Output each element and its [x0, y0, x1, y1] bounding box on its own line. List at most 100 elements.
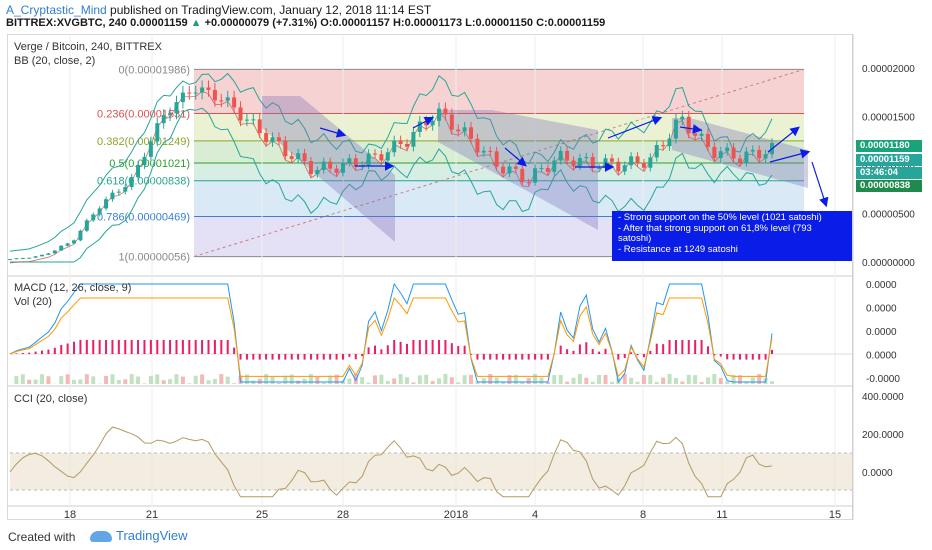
- volume-bar: [577, 374, 582, 384]
- candle-body: [398, 140, 403, 144]
- cci-pane: [9, 426, 852, 498]
- candle-body: [168, 113, 173, 116]
- candle-body: [718, 151, 723, 158]
- volume-bar: [20, 374, 25, 384]
- tradingview-logo[interactable]: TradingView: [90, 528, 188, 543]
- volume-bar: [757, 374, 762, 384]
- x-tick-label: 25: [256, 509, 268, 521]
- candle-body: [238, 107, 243, 121]
- volume-bar: [622, 374, 627, 384]
- candle-body: [616, 161, 621, 172]
- cci-band: [10, 453, 852, 490]
- volume-bar: [430, 381, 435, 384]
- annotation-arrow: [767, 126, 800, 153]
- candle-body: [462, 127, 467, 132]
- candle-body: [200, 87, 205, 93]
- volume-bar: [526, 378, 531, 384]
- volume-bar: [219, 374, 224, 384]
- volume-bar: [680, 381, 685, 384]
- x-tick-label: 15: [829, 509, 841, 521]
- volume-bar: [244, 374, 249, 384]
- volume-bar: [270, 376, 275, 384]
- volume-bar: [667, 374, 672, 384]
- fib-trend-line: [193, 68, 805, 258]
- volume-bar: [379, 374, 384, 384]
- volume-bar: [110, 374, 115, 384]
- candle-body: [91, 214, 96, 221]
- volume-bar: [449, 377, 454, 384]
- change-up-icon: ▲: [190, 17, 202, 29]
- volume-bar: [737, 375, 742, 384]
- x-tick-label: 18: [64, 509, 76, 521]
- volume-bar: [699, 382, 704, 384]
- volume-bar: [116, 380, 121, 384]
- volume-bar: [654, 381, 659, 384]
- candle-body: [405, 143, 410, 147]
- volume-bar: [232, 383, 237, 384]
- volume-bar: [264, 374, 269, 384]
- candle-body: [379, 154, 384, 161]
- x-tick-label: 21: [146, 509, 158, 521]
- volume-bar: [744, 382, 749, 384]
- candle-body: [737, 158, 742, 163]
- x-tick-label: 28: [337, 509, 349, 521]
- candle-body: [174, 102, 179, 114]
- volume-bar: [507, 375, 512, 384]
- bb-upper: [9, 72, 773, 252]
- volume-bar: [641, 374, 646, 384]
- candle-body: [27, 257, 32, 259]
- candle-body: [353, 158, 358, 167]
- fibonacci-retracement[interactable]: 0(0.00001986) 0.236(0.00001531) 0.382(0.00…: [97, 64, 805, 264]
- price-tag: 0.00001159: [856, 154, 922, 166]
- annotation-arrow: [811, 161, 829, 208]
- volume-bar: [558, 374, 563, 384]
- candle-body: [340, 162, 345, 173]
- candle-body: [731, 147, 736, 159]
- volume-bar: [136, 376, 141, 384]
- cci-legend: CCI (20, close): [14, 393, 87, 405]
- candle-body: [725, 147, 730, 152]
- volume-bar: [347, 378, 352, 384]
- candle-body: [20, 257, 25, 259]
- cci-line: [9, 426, 773, 498]
- volume-bar: [603, 374, 608, 384]
- candle-body: [97, 208, 102, 215]
- candle-body: [750, 149, 755, 152]
- candle-body: [584, 157, 589, 159]
- candle-body: [558, 150, 563, 161]
- x-tick-label: 4: [532, 509, 538, 521]
- macd-line: [9, 282, 773, 384]
- volume-bar: [609, 381, 614, 384]
- candle-body: [33, 256, 38, 258]
- publish-info: published on TradingView.com, January 12…: [106, 3, 432, 17]
- annotation-arrows[interactable]: [319, 116, 829, 208]
- candle-body: [264, 133, 269, 143]
- volume-bar: [84, 374, 89, 384]
- x-tick-label: 11: [716, 509, 727, 521]
- candle-body: [372, 153, 377, 155]
- volume-bar: [705, 377, 710, 384]
- volume-bar: [334, 374, 339, 384]
- y-tick-label: 0.00001000: [862, 161, 915, 172]
- annotation-note[interactable]: - Strong support on the 50% level (1021 …: [612, 211, 852, 261]
- vol-legend: Vol (20): [14, 296, 52, 308]
- candle-body: [366, 153, 371, 166]
- candle-body: [673, 119, 678, 139]
- volume-bar: [315, 376, 320, 384]
- author-link[interactable]: A_Cryptastic_Mind: [6, 3, 107, 17]
- volume-bar: [212, 378, 217, 384]
- candle-body: [552, 160, 557, 172]
- volume-bar: [14, 376, 19, 384]
- candle-body: [283, 141, 288, 157]
- volume-bar: [72, 379, 77, 384]
- volume-bar: [411, 382, 416, 384]
- candle-body: [571, 160, 576, 167]
- x-axis: 18 21 25 28 2018 4 8 11 15: [64, 509, 841, 521]
- note-line: - Resistance at 1249 satoshi: [618, 243, 738, 255]
- volume-bar: [673, 377, 678, 384]
- volume-bar: [328, 375, 333, 384]
- volume-bar: [283, 375, 288, 384]
- fib-zone: [194, 180, 804, 217]
- candle-body: [469, 127, 474, 139]
